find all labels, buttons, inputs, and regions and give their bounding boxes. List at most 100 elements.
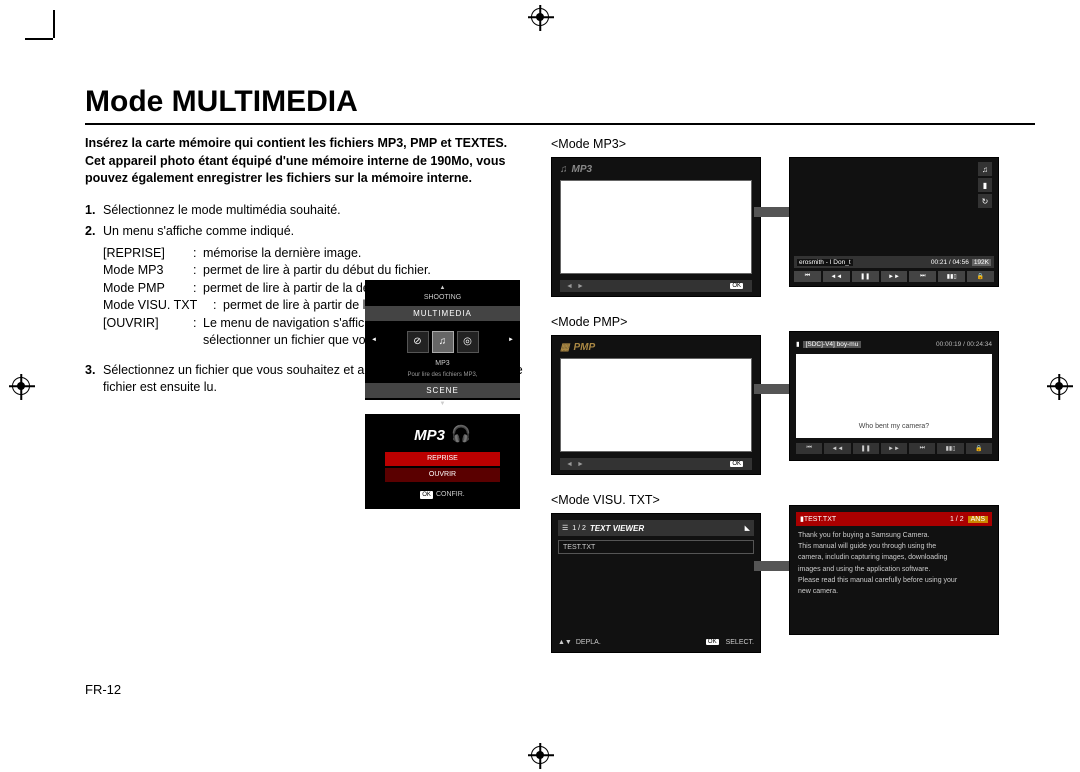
step-number: 3. [85, 362, 103, 397]
registration-mark [12, 377, 30, 395]
track-time: 00:21 / 04:56 [931, 259, 969, 266]
def-value: mémorise la dernière image. [203, 245, 525, 263]
video-caption: Who bent my camera? [790, 423, 998, 430]
rewind-icon: ◄◄ [824, 443, 850, 454]
def-key: Mode VISU. TXT [103, 297, 213, 315]
popup-option-reprise: REPRISE [385, 452, 500, 466]
step-text: Un menu s'affiche comme indiqué. [103, 223, 294, 241]
def-key: Mode MP3 [103, 262, 193, 280]
prev-icon: ⏮ [796, 443, 822, 454]
mode-previews-right: ▮ ↻ erosmith - I Don_t 00:21 / 04:56 192… [789, 135, 1035, 653]
page-dogear-icon: ◣ [745, 524, 750, 532]
def-key: Mode PMP [103, 280, 193, 298]
text-line: new camera. [798, 586, 990, 597]
step-text: Sélectionnez le mode multimédia souhaité… [103, 202, 341, 220]
mp3-header-label: MP3 [572, 164, 593, 175]
chevron-left-icon: ◄ [566, 283, 573, 290]
pmp-white-area [560, 358, 752, 452]
ok-badge: OK [420, 491, 433, 499]
text-page: 1 / 2 [950, 516, 964, 523]
step-1: 1. Sélectionnez le mode multimédia souha… [85, 202, 525, 220]
next-icon: ⏭ [909, 271, 936, 282]
text-body: Thank you for buying a Samsung Camera. T… [798, 530, 990, 626]
mp3-player-screen: ▮ ↻ erosmith - I Don_t 00:21 / 04:56 192… [789, 157, 999, 287]
track-name: erosmith - I Don_t [797, 259, 853, 266]
mode-pmp-label: <Mode PMP> [551, 315, 771, 329]
headphones-icon: 🎧 [451, 424, 471, 446]
mode-icon: ◎ [457, 331, 479, 353]
def-key: [OUVRIR] [103, 315, 193, 350]
pmp-time: 00:00:19 / 00:24:34 [936, 341, 992, 348]
dial-selected-bar: MULTIMEDIA [365, 306, 520, 321]
pause-icon: ❚❚ [853, 443, 879, 454]
page-number: FR-12 [85, 682, 121, 697]
next-icon: ⏭ [909, 443, 935, 454]
lock-icon: 🔒 [966, 443, 992, 454]
pmp-browser-screen: PMP ◄►OK [551, 335, 761, 475]
text-file-row: TEST.TXT [558, 540, 754, 554]
mode-mp3-label: <Mode MP3> [551, 137, 771, 151]
pmp-folder: [SDC]-V4] [806, 341, 835, 348]
ok-badge: OK [730, 283, 743, 289]
registration-mark [531, 8, 549, 26]
manual-page: Mode MULTIMEDIA Insérez la carte mémoire… [85, 85, 1035, 697]
mode-previews-left: <Mode MP3> MP3 ◄►OK <Mode PMP> PMP ◄►OK … [551, 135, 771, 653]
text-line: Thank you for buying a Samsung Camera. [798, 530, 990, 541]
lock-icon: 🔒 [967, 271, 994, 282]
prev-icon: ⏮ [794, 271, 821, 282]
chevron-left-icon: ◄ [566, 461, 573, 468]
text-empty-area [558, 556, 754, 632]
mp3-popup-screen: MP3 🎧 REPRISE OUVRIR OKCONFIR. [365, 414, 520, 509]
mode-icon-mp3 [432, 331, 454, 353]
def-key: [REPRISE] [103, 245, 193, 263]
rewind-icon: ◄◄ [823, 271, 850, 282]
crop-mark [53, 10, 55, 38]
battery-icon: ▮ [796, 340, 800, 348]
pmp-header-label: PMP [573, 342, 595, 353]
intro-text: Insérez la carte mémoire qui contient le… [85, 135, 525, 188]
step-number: 1. [85, 202, 103, 220]
def-value: permet de lire à partir du début du fich… [203, 262, 525, 280]
mode-icon: ⊘ [407, 331, 429, 353]
depla-label: DEPLA. [576, 639, 601, 646]
mode-visu-label: <Mode VISU. TXT> [551, 493, 771, 507]
popup-option-ouvrir: OUVRIR [385, 468, 500, 482]
text-browser-screen: 1 / 2 TEXT VIEWER ◣ TEST.TXT ▲▼ DEPLA. O… [551, 513, 761, 653]
forward-icon: ►► [881, 271, 908, 282]
mode-dial-screen: ▲SHOOTING MULTIMEDIA ◄ ⊘ ◎ ► MP3 Pour li… [365, 280, 520, 400]
volume-icon: ▮▮▯ [938, 271, 965, 282]
battery-icon: ▮ [978, 178, 992, 192]
pmp-player-screen: ▮ [SDC]-V4] boy-mu 00:00:19 / 00:24:34 W… [789, 331, 999, 461]
chevron-left-icon: ◄ [371, 336, 377, 344]
text-file-name: TEST.TXT [804, 516, 836, 523]
page-title: Mode MULTIMEDIA [85, 85, 1035, 125]
left-column: Insérez la carte mémoire qui contient le… [85, 135, 525, 653]
registration-mark [1050, 377, 1068, 395]
step-number: 2. [85, 223, 103, 241]
volume-icon: ▮▮▯ [937, 443, 963, 454]
pmp-file: boy-mu [837, 341, 859, 348]
note-icon [978, 162, 992, 176]
confir-label: CONFIR. [436, 491, 465, 498]
text-line: images and using the application softwar… [798, 564, 990, 575]
mp3-logo-text: MP3 [414, 425, 445, 446]
chevron-right-icon: ► [577, 283, 584, 290]
forward-icon: ►► [881, 443, 907, 454]
film-icon [560, 342, 569, 353]
crop-mark [25, 38, 53, 40]
ok-badge: OK [706, 639, 719, 645]
text-viewer-label: TEXT VIEWER [590, 524, 644, 533]
inline-screenshots: ▲SHOOTING MULTIMEDIA ◄ ⊘ ◎ ► MP3 Pour li… [365, 280, 525, 509]
chevron-right-icon: ► [577, 461, 584, 468]
chevron-right-icon: ► [508, 336, 514, 344]
repeat-icon: ↻ [978, 194, 992, 208]
text-count: 1 / 2 [572, 525, 586, 532]
mp3-browser-screen: MP3 ◄ ► OK [551, 157, 761, 297]
mp3-white-area [560, 180, 752, 274]
text-reader-screen: ▮ TEST.TXT 1 / 2 ANS Thank you for buyin… [789, 505, 999, 635]
track-bitrate: 192K [972, 259, 991, 266]
text-line: This manual will guide you through using… [798, 541, 990, 552]
text-line: Please read this manual carefully before… [798, 575, 990, 586]
text-line: camera, includin capturing images, downl… [798, 552, 990, 563]
step-2: 2. Un menu s'affiche comme indiqué. [85, 223, 525, 241]
